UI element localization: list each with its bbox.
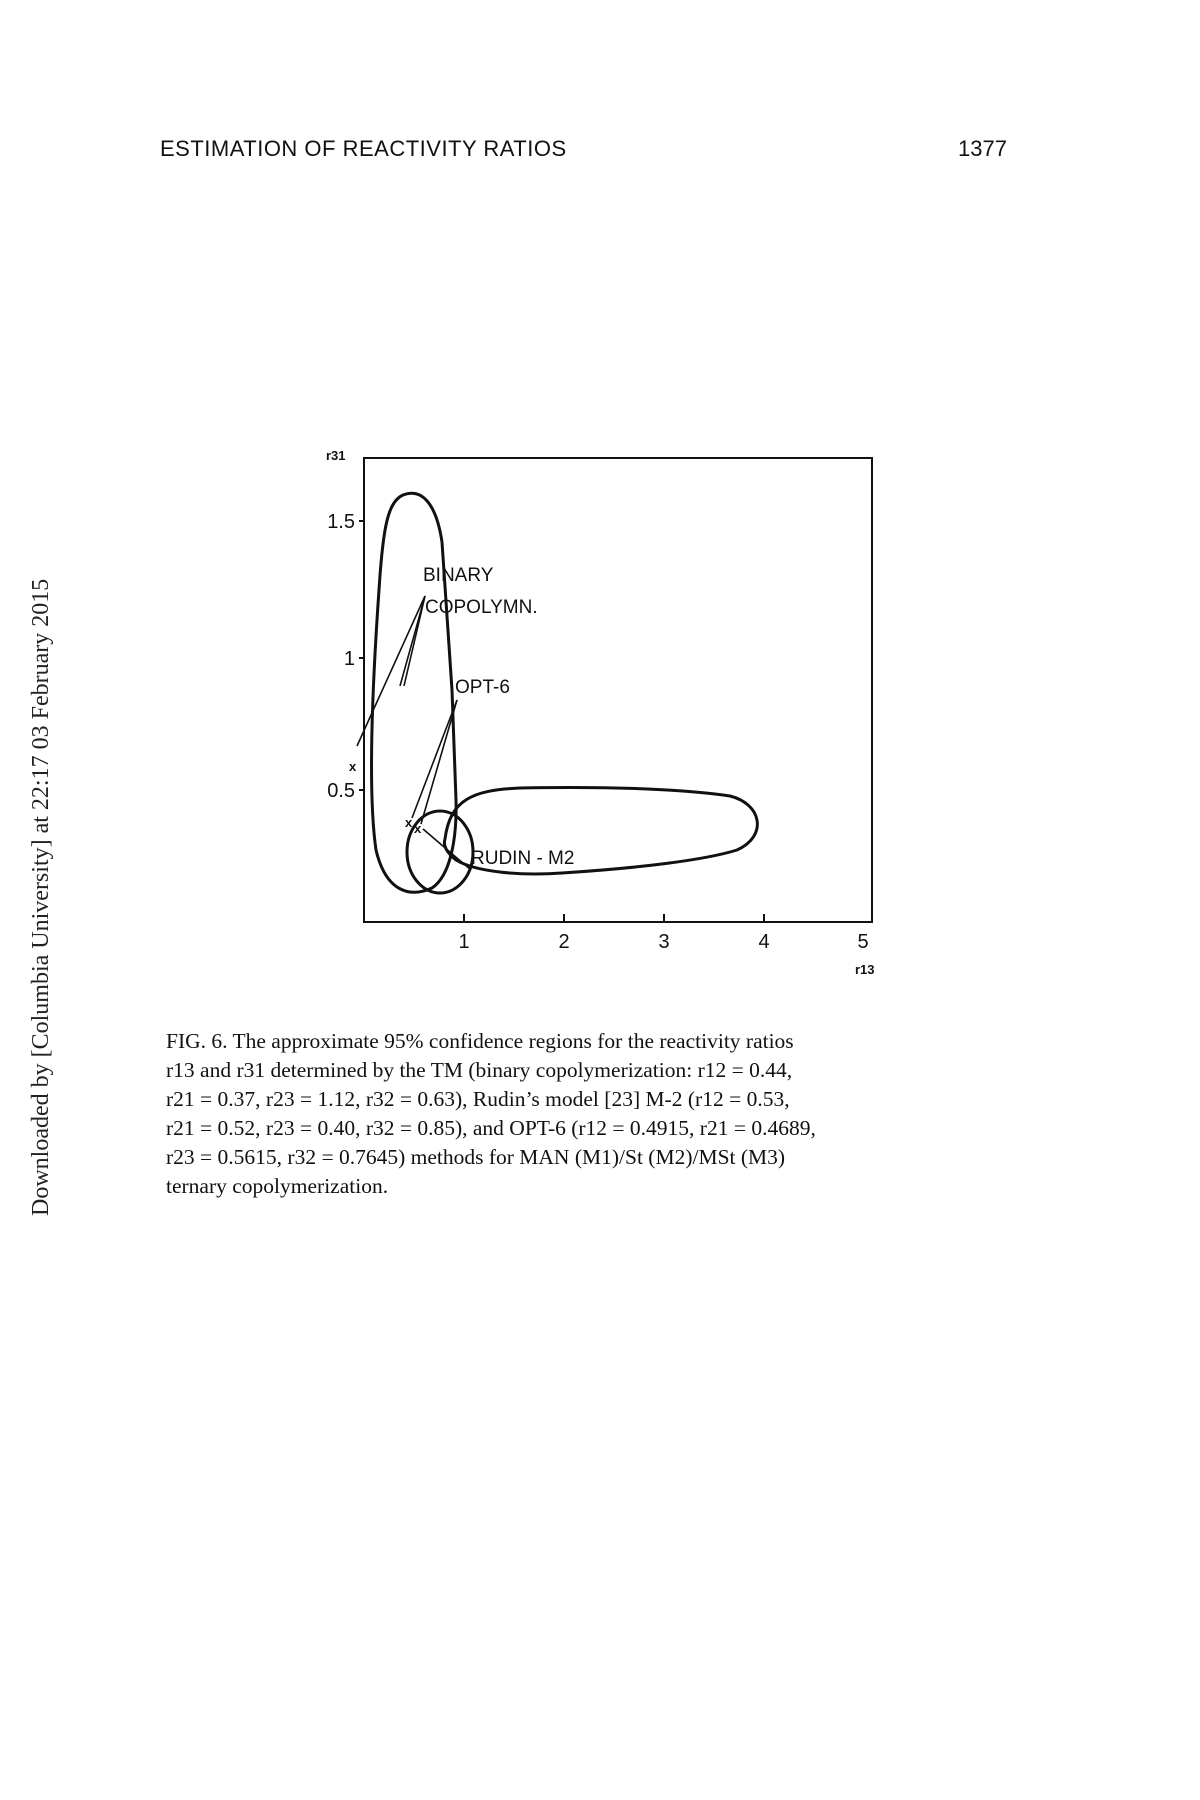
running-title: ESTIMATION OF REACTIVITY RATIOS <box>160 136 567 161</box>
binary-leader-3 <box>403 595 426 687</box>
plot-frame <box>363 457 873 923</box>
rudin-m2-region <box>442 785 759 876</box>
binary-copolymn-point: x <box>349 759 357 774</box>
figure-caption: FIG. 6. The approximate 95% confidence r… <box>166 1027 1046 1201</box>
y-tick-label-0.5: 0.5 <box>327 780 355 802</box>
caption-line-4: r21 = 0.52, r23 = 0.40, r32 = 0.85), and… <box>166 1116 816 1140</box>
binary-label: BINARY <box>423 565 494 586</box>
caption-line-5: r23 = 0.5615, r32 = 0.7645) methods for … <box>166 1145 786 1169</box>
binary-copolymn-region <box>370 491 458 894</box>
rudin-m2-point: x <box>414 821 422 836</box>
download-notice: Downloaded by [Columbia University] at 2… <box>28 578 54 1216</box>
y-tick-label-1.5: 1.5 <box>327 511 355 533</box>
caption-line-1: FIG. 6. The approximate 95% confidence r… <box>166 1029 794 1053</box>
x-axis-label: r13 <box>855 962 875 977</box>
caption-line-2: r13 and r31 determined by the TM (binary… <box>166 1058 793 1082</box>
rudin-m2-leader <box>422 828 472 871</box>
page-number: 1377 <box>958 136 1007 161</box>
x-tick-label-2: 2 <box>558 931 569 953</box>
x-tick-label-1: 1 <box>458 931 469 953</box>
opt-6-region <box>405 809 475 895</box>
opt-6-point: x <box>405 815 413 830</box>
opt-6-label: OPT-6 <box>455 677 510 698</box>
opt-6-leader-1 <box>411 699 458 819</box>
x-tick-label-3: 3 <box>658 931 669 953</box>
copolymn-label: COPOLYMN. <box>425 597 538 618</box>
confidence-region-chart: 1.5 1 0.5 r31 1 2 3 4 5 r13 x x x BINARY… <box>326 448 875 977</box>
x-tick-label-5: 5 <box>857 931 868 953</box>
opt-6-leader-2 <box>420 699 458 825</box>
y-axis-label: r31 <box>326 448 346 463</box>
y-tick-label-1: 1 <box>344 648 355 670</box>
caption-line-6: ternary copolymerization. <box>166 1174 389 1198</box>
caption-line-3: r21 = 0.37, r23 = 1.12, r32 = 0.63), Rud… <box>166 1087 790 1111</box>
rudin-m2-label: RUDIN - M2 <box>471 848 574 869</box>
binary-leader-1 <box>356 595 426 747</box>
x-tick-label-4: 4 <box>758 931 769 953</box>
